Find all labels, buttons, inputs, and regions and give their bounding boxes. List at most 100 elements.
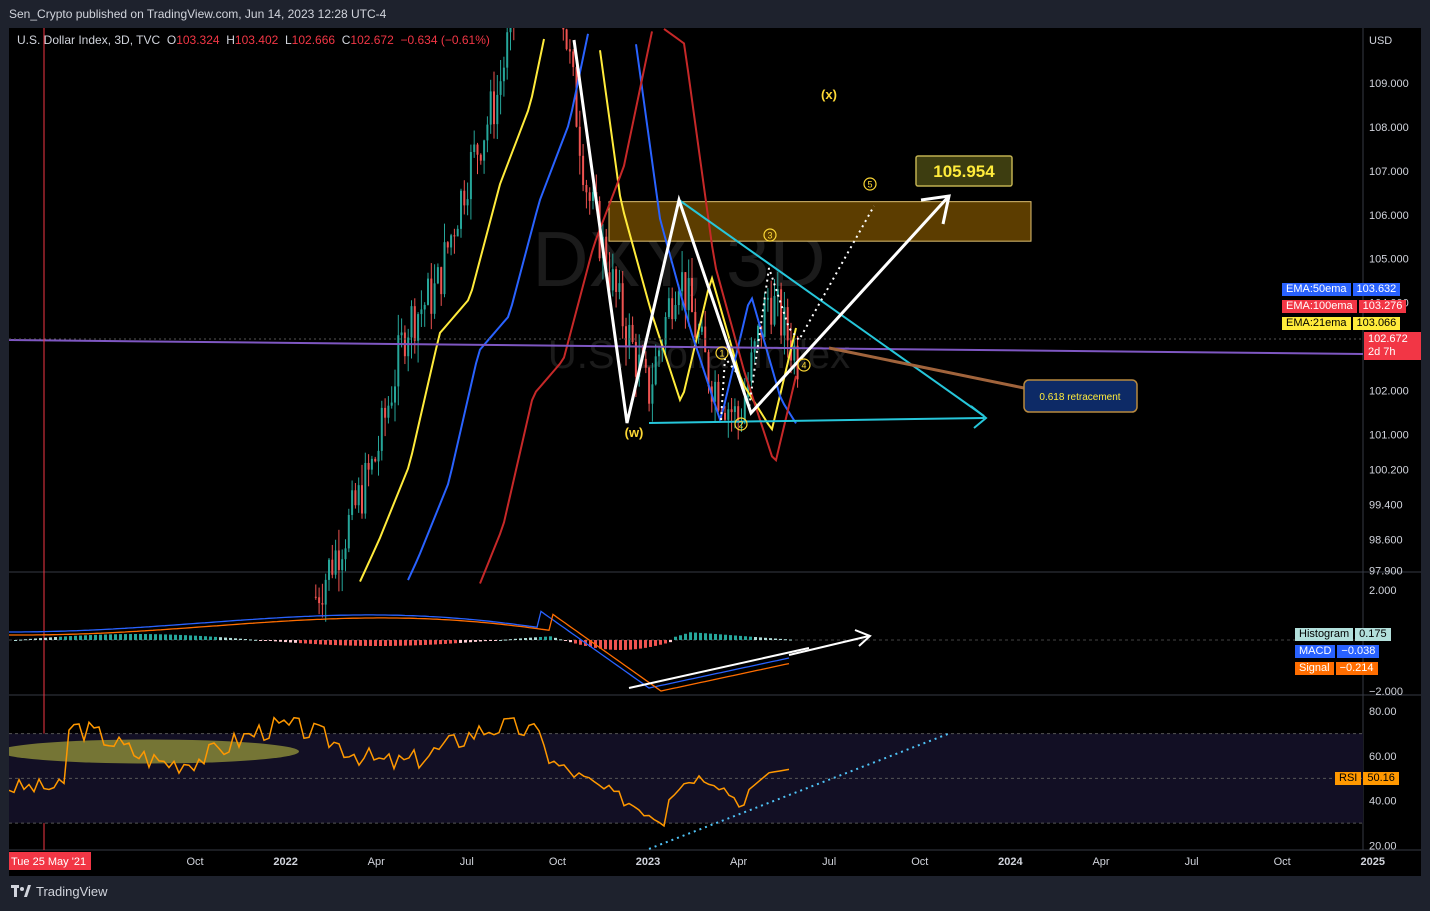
macd-histogram-bar <box>779 638 782 640</box>
high-value: 103.402 <box>234 33 279 47</box>
macd-histogram-bar <box>504 639 507 641</box>
macd-histogram-bar <box>544 636 547 640</box>
macd-tag-1: MACD −0.038 <box>1295 645 1380 658</box>
candle-body <box>361 485 363 514</box>
candle-body <box>328 559 330 580</box>
macd-histogram-bar <box>589 640 592 647</box>
macd-histogram-bar <box>174 634 177 640</box>
macd-tag-0: Histogram 0.175 <box>1295 628 1391 641</box>
retracement-connector <box>828 346 1025 390</box>
macd-histogram-bar <box>454 640 457 644</box>
macd-histogram-bar <box>749 636 752 640</box>
candle-body <box>770 297 773 325</box>
rsi-tick-label: 20.00 <box>1369 841 1397 853</box>
candle-body <box>773 295 776 325</box>
candle-body <box>380 407 383 451</box>
macd-histogram-bar <box>539 636 542 640</box>
macd-histogram-bar <box>179 634 182 640</box>
macd-histogram-bar <box>434 640 437 645</box>
macd-histogram-bar <box>234 638 237 640</box>
macd-histogram-bar <box>74 635 77 640</box>
macd-histogram-bar <box>249 639 252 641</box>
candle-body <box>625 326 627 348</box>
macd-histogram-bar <box>669 640 672 643</box>
candle-body <box>565 29 568 50</box>
bar-countdown: 2d 7h <box>1368 346 1396 358</box>
macd-histogram-bar <box>219 637 222 640</box>
macd-histogram-bar <box>204 636 207 640</box>
candle-body <box>733 406 736 413</box>
macd-histogram-bar <box>79 635 82 640</box>
price-tick-label: 101.000 <box>1369 429 1409 441</box>
time-tick-label: Jul <box>460 856 474 868</box>
candle-body <box>608 272 611 291</box>
candle-body <box>654 356 657 385</box>
macd-histogram-bar <box>29 638 32 640</box>
macd-histogram-bar <box>364 640 367 646</box>
macd-histogram-bar <box>524 638 527 640</box>
candle-body <box>443 242 446 295</box>
macd-histogram-bar <box>144 634 147 640</box>
candle-body <box>483 140 486 161</box>
macd-tag-0-label: Histogram <box>1295 628 1354 641</box>
macd-histogram-bar <box>424 640 427 645</box>
macd-histogram-bar <box>164 634 167 640</box>
macd-histogram-bar <box>169 634 172 640</box>
macd-histogram-bar <box>559 639 562 641</box>
time-tick-label: 2024 <box>998 856 1023 868</box>
macd-histogram-bar <box>659 640 662 645</box>
macd-histogram-bar <box>384 640 387 646</box>
candle-body <box>499 81 502 95</box>
candle-body <box>572 51 575 68</box>
resistance-zone <box>608 201 1032 242</box>
target-label-box <box>915 155 1013 187</box>
candle-body <box>460 190 462 229</box>
macd-histogram-bar <box>129 634 132 640</box>
candle-body <box>621 283 624 327</box>
candle-body <box>671 298 674 320</box>
candle-body <box>776 289 779 296</box>
candle-body <box>651 384 654 404</box>
candle-body <box>757 325 759 342</box>
macd-histogram-bar <box>59 636 62 640</box>
time-tick-label: Oct <box>911 856 928 868</box>
macd-tag-2-value: −0.214 <box>1335 662 1378 675</box>
macd-histogram-bar <box>159 634 162 640</box>
macd-tag-2-label: Signal <box>1295 662 1334 675</box>
candle-body <box>730 409 733 413</box>
candle-body <box>347 514 350 549</box>
candle-body <box>446 242 449 248</box>
chart-canvas[interactable]: DXY, 3DU.S. Dollar Index12345(w)(x)105.9… <box>9 28 1421 876</box>
macd-histogram-bar <box>304 640 307 644</box>
macd-histogram-bar <box>674 636 677 640</box>
macd-histogram-bar <box>274 640 277 642</box>
wave-1-circle <box>715 346 729 360</box>
ema-tag-1-value: 103.276 <box>1358 300 1407 313</box>
macd-histogram-bar <box>354 640 357 646</box>
macd-histogram-bar <box>579 640 582 645</box>
macd-histogram-bar <box>429 640 432 645</box>
tradingview-logo-icon <box>11 884 31 897</box>
macd-histogram-bar <box>54 637 57 640</box>
macd-histogram-bar <box>619 640 622 651</box>
candle-body <box>370 458 373 470</box>
macd-divergence-line <box>628 647 810 689</box>
macd-histogram-bar <box>644 640 647 648</box>
macd-histogram-bar <box>339 640 342 646</box>
chart-frame[interactable]: DXY, 3D U.S. Dollar Index 1 2 3 4 5 (w) (x) 105.9… <box>9 28 1421 876</box>
wave-zigzag <box>572 39 951 424</box>
candle-body <box>674 305 677 320</box>
tradingview-brand[interactable]: TradingView <box>11 884 108 899</box>
ema-tag-1: EMA:100ema 103.276 <box>1282 300 1407 313</box>
candle-body <box>440 267 443 295</box>
time-tick-label: 2023 <box>636 856 660 868</box>
cursor-time-label: Tue 25 May '21 <box>11 856 86 868</box>
candle-body <box>667 298 670 317</box>
low-label: L <box>284 33 292 47</box>
macd-histogram-bar <box>769 638 772 640</box>
candle-body <box>324 579 327 605</box>
macd-histogram-bar <box>139 634 142 640</box>
symbol-legend: U.S. Dollar Index, 3D, TVC O103.324 H103… <box>17 33 490 47</box>
macd-histogram-bar <box>449 640 452 644</box>
macd-histogram-bar <box>464 640 467 643</box>
